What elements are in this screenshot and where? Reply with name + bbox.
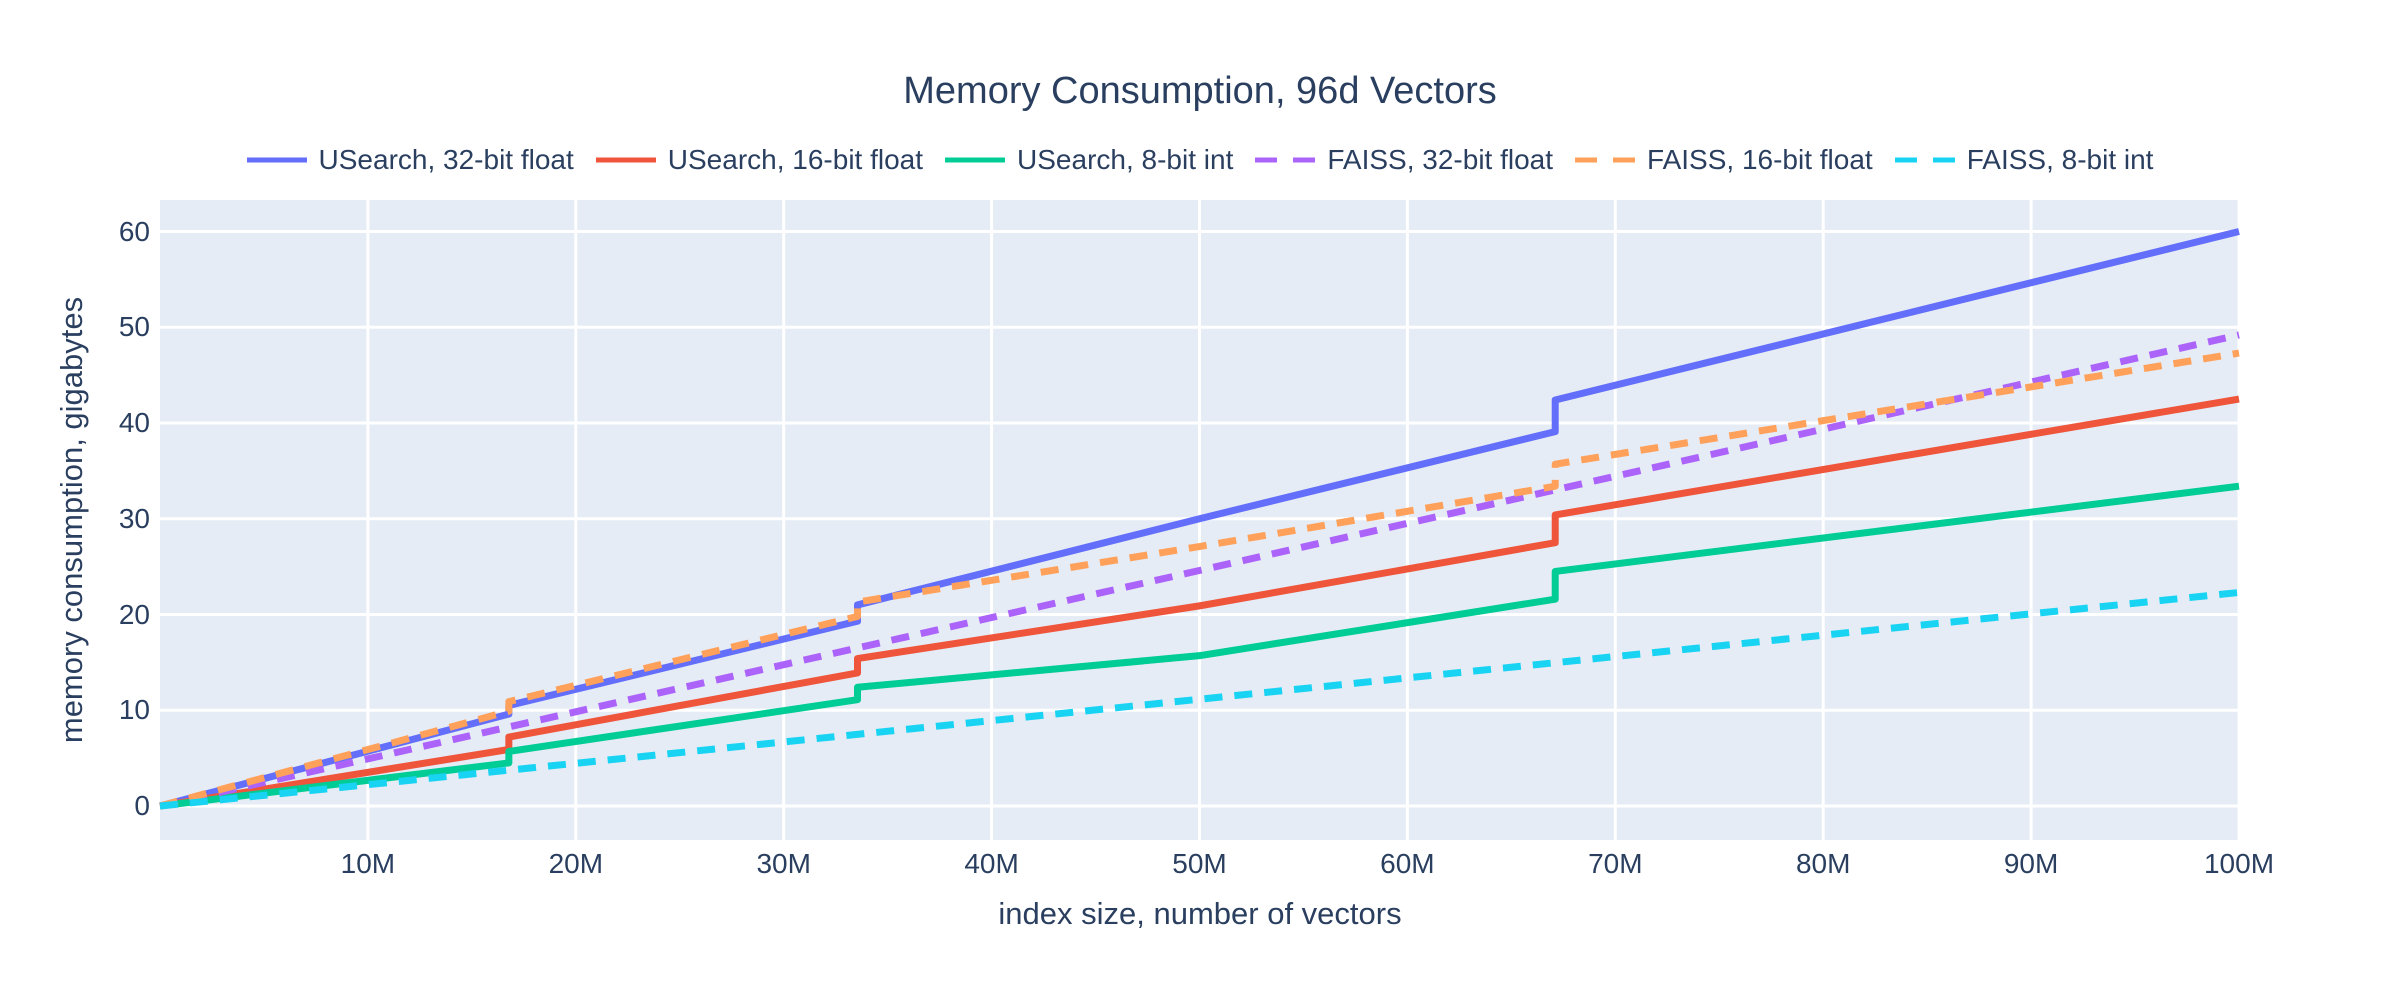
x-tick-label: 90M bbox=[2003, 848, 2059, 879]
y-tick-label: 60 bbox=[118, 215, 150, 247]
legend-item-faiss-16-bit-float[interactable]: FAISS, 16-bit float bbox=[1575, 144, 1873, 176]
legend-label: FAISS, 8-bit int bbox=[1966, 144, 2154, 175]
x-tick-label: 60M bbox=[1380, 848, 1435, 879]
y-tick-label: 50 bbox=[118, 311, 150, 343]
y-axis-title: memory consumption, gigabytes bbox=[54, 296, 89, 744]
legend: USearch, 32-bit float USearch, 16-bit flo… bbox=[0, 144, 2400, 176]
solid-line-swatch-icon bbox=[945, 157, 1006, 163]
series-line-usearch-8-bit-int[interactable] bbox=[159, 482, 2240, 810]
dashed-line-swatch-icon bbox=[1255, 157, 1316, 163]
legend-label: FAISS, 32-bit float bbox=[1327, 144, 1554, 175]
y-tick-label: 40 bbox=[118, 407, 150, 438]
legend-label: FAISS, 16-bit float bbox=[1647, 144, 1873, 175]
series-line-faiss-8-bit-int[interactable] bbox=[159, 588, 2240, 810]
legend-item-usearch-32-bit-float[interactable]: USearch, 32-bit float bbox=[246, 144, 574, 176]
solid-line-swatch-icon bbox=[246, 157, 307, 163]
series-line-faiss-16-bit-float[interactable] bbox=[159, 349, 2240, 810]
y-tick-label: 20 bbox=[118, 598, 150, 630]
y-tick-label: 10 bbox=[118, 694, 150, 726]
legend-label: USearch, 32-bit float bbox=[318, 144, 574, 175]
x-tick-label: 80M bbox=[1795, 848, 1851, 879]
series-line-faiss-32-bit-float[interactable] bbox=[159, 331, 2240, 810]
x-tick-label: 30M bbox=[756, 848, 811, 879]
x-tick-label: 50M bbox=[1172, 848, 1227, 879]
legend-label: USearch, 16-bit float bbox=[667, 144, 924, 175]
legend-item-faiss-8-bit-int[interactable]: FAISS, 8-bit int bbox=[1894, 144, 2154, 176]
x-tick-label: 70M bbox=[1588, 848, 1643, 879]
series-line-usearch-16-bit-float[interactable] bbox=[159, 395, 2240, 810]
x-tick-label: 40M bbox=[964, 848, 1019, 879]
legend-item-faiss-32-bit-float[interactable]: FAISS, 32-bit float bbox=[1255, 144, 1553, 176]
dashed-line-swatch-icon bbox=[1894, 157, 1955, 163]
legend-item-usearch-16-bit-float[interactable]: USearch, 16-bit float bbox=[595, 144, 924, 176]
chart-title: Memory Consumption, 96d Vectors bbox=[903, 70, 1497, 112]
y-tick-label: 0 bbox=[134, 790, 150, 821]
legend-label: USearch, 8-bit int bbox=[1017, 144, 1234, 175]
x-tick-label: 20M bbox=[548, 848, 604, 879]
x-axis-title: index size, number of vectors bbox=[998, 896, 1402, 931]
dashed-line-swatch-icon bbox=[1575, 157, 1636, 163]
solid-line-swatch-icon bbox=[595, 157, 656, 163]
x-tick-label: 100M bbox=[2203, 848, 2275, 879]
x-tick-label: 10M bbox=[340, 848, 396, 879]
legend-item-usearch-8-bit-int[interactable]: USearch, 8-bit int bbox=[945, 144, 1233, 176]
y-tick-label: 30 bbox=[118, 502, 150, 534]
